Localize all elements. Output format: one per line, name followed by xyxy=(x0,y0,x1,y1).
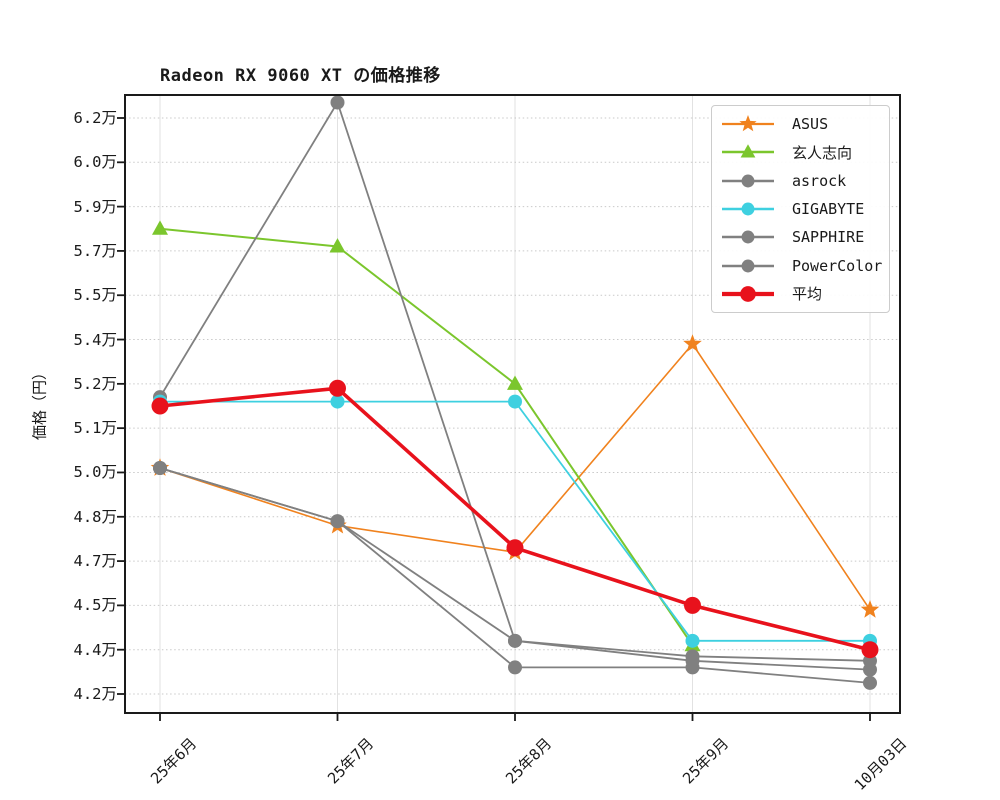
triangle-marker xyxy=(329,238,346,253)
legend-entry: 平均 xyxy=(712,283,889,305)
circle-marker xyxy=(684,596,701,614)
triangle-marker xyxy=(507,375,523,390)
y-tick-label: 5.7万 xyxy=(73,241,118,260)
y-tick-label: 4.2万 xyxy=(73,685,118,703)
y-tick-label: 5.2万 xyxy=(73,374,118,393)
legend-label: PowerColor xyxy=(792,256,883,275)
circle-marker xyxy=(741,174,755,188)
circle-marker xyxy=(740,286,756,302)
legend-label: 平均 xyxy=(792,285,823,304)
circle-marker xyxy=(508,633,522,648)
series-line xyxy=(159,227,694,647)
triangle-marker xyxy=(740,144,756,158)
legend-entry: asrock xyxy=(712,170,889,192)
legend-label: ASUS xyxy=(792,115,829,134)
circle-marker xyxy=(330,95,345,110)
circle-marker xyxy=(329,379,346,397)
circle-marker xyxy=(863,662,877,677)
legend-label: SAPPHIRE xyxy=(792,228,865,247)
legend-marker-sample xyxy=(722,144,774,158)
circle-marker xyxy=(741,259,755,272)
star-marker xyxy=(683,334,702,352)
circle-marker xyxy=(506,539,524,557)
circle-marker xyxy=(861,641,879,659)
y-tick-label: 4.8万 xyxy=(73,507,118,526)
circle-marker xyxy=(508,660,522,675)
legend-marker-sample xyxy=(722,286,774,302)
legend-label: GIGABYTE xyxy=(792,199,865,218)
circle-marker xyxy=(741,202,755,216)
star-marker xyxy=(860,600,880,618)
legend-marker-sample xyxy=(722,202,774,216)
circle-marker xyxy=(685,633,700,648)
star-marker xyxy=(739,115,757,132)
legend-label: 玄人志向 xyxy=(792,143,853,162)
legend-label: asrock xyxy=(792,171,847,190)
y-tick-label: 5.5万 xyxy=(73,286,118,305)
y-tick-label: 4.7万 xyxy=(73,552,118,571)
legend-entry: ASUS xyxy=(712,113,889,135)
y-tick-label: 5.9万 xyxy=(73,197,118,216)
circle-marker xyxy=(741,230,755,244)
y-tick-label: 6.2万 xyxy=(73,109,118,127)
legend-marker-sample xyxy=(722,259,774,272)
circle-marker xyxy=(330,514,345,529)
axes-spines xyxy=(124,94,901,714)
y-tick-label: 5.4万 xyxy=(73,330,118,349)
y-tick-label: 4.4万 xyxy=(73,640,118,659)
y-tick-label: 6.0万 xyxy=(73,153,118,172)
circle-marker xyxy=(330,394,345,409)
legend-marker-sample xyxy=(722,115,774,132)
legend-entry: 玄人志向 xyxy=(712,141,889,163)
y-tick-label: 4.5万 xyxy=(73,596,118,615)
legend-entry: GIGABYTE xyxy=(712,198,889,220)
circle-marker xyxy=(863,675,877,690)
legend-marker-sample xyxy=(722,230,774,244)
chart-title: Radeon RX 9060 XT の価格推移 xyxy=(160,66,441,86)
circle-marker xyxy=(151,397,169,415)
triangle-marker xyxy=(152,220,168,235)
y-tick-label: 5.0万 xyxy=(73,463,118,482)
circle-marker xyxy=(508,394,522,409)
legend-entry: SAPPHIRE xyxy=(712,226,889,248)
y-tick-label: 5.1万 xyxy=(73,419,118,438)
legend-entry: PowerColor xyxy=(712,255,889,277)
legend-marker-sample xyxy=(722,174,774,188)
circle-marker xyxy=(153,461,167,476)
legend: ASUS 玄人志向 asrock GIGABYTE SAPPHIRE PowerColor… xyxy=(711,105,890,313)
circle-marker xyxy=(685,660,700,675)
